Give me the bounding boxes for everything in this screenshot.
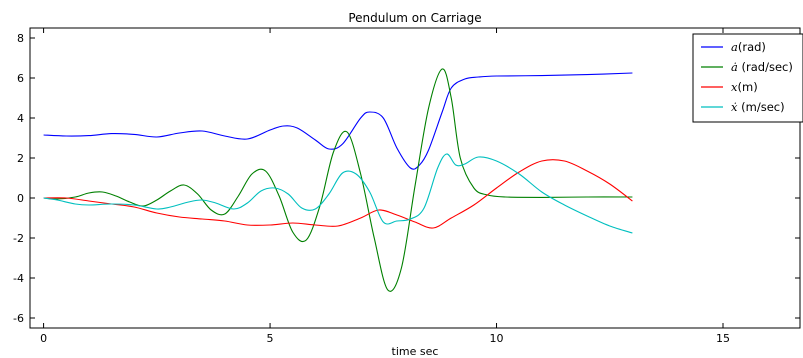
y-tick-label: -2 xyxy=(13,232,24,245)
y-tick-label: 0 xyxy=(17,192,24,205)
y-tick-label: 6 xyxy=(17,72,24,85)
chart-title: Pendulum on Carriage xyxy=(348,11,481,25)
series-line-1 xyxy=(43,72,633,170)
legend-label-4: ẋ (m/sec) xyxy=(731,100,785,114)
x-axis-label: time sec xyxy=(392,345,439,358)
legend-label-2: ȧ (rad/sec) xyxy=(731,60,793,74)
series-line-3 xyxy=(43,159,633,229)
series-line-4 xyxy=(43,153,633,234)
y-tick-label: 4 xyxy=(17,112,24,125)
y-tick-label: 2 xyxy=(17,152,24,165)
legend: a(rad) ȧ (rad/sec) x(m) ẋ (m/sec) xyxy=(692,33,803,123)
x-tick-label: 5 xyxy=(267,332,274,345)
plot-area: 0 5 10 15 -6 -4 -2 0 2 4 6 8 xyxy=(13,27,801,345)
y-tick-label: -6 xyxy=(13,312,24,325)
series-line-2 xyxy=(43,68,633,292)
y-tick-label: -4 xyxy=(13,272,24,285)
x-tick-label: 10 xyxy=(490,332,504,345)
legend-label-3: x(m) xyxy=(731,80,758,94)
x-tick-label: 15 xyxy=(716,332,730,345)
y-tick-label: 8 xyxy=(17,32,24,45)
legend-label-1: a(rad) xyxy=(731,40,766,54)
plot-frame xyxy=(29,27,801,329)
x-tick-label: 0 xyxy=(40,332,47,345)
